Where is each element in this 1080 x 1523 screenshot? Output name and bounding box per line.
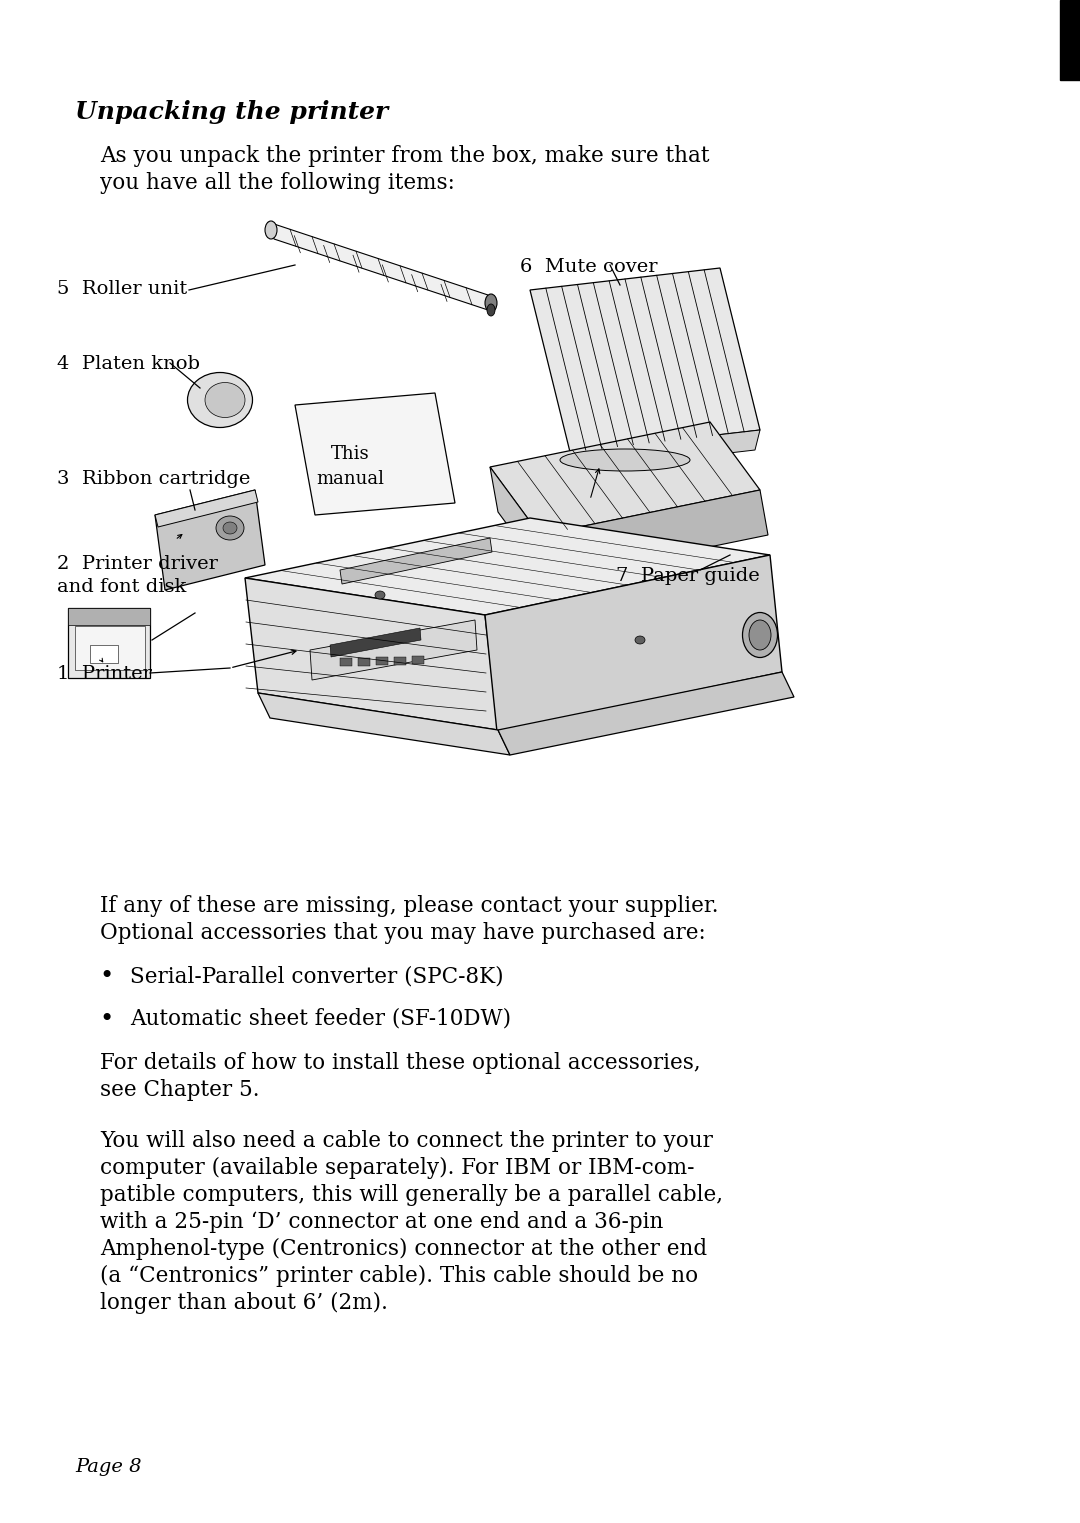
Bar <box>90 646 118 663</box>
Text: Page 8: Page 8 <box>75 1458 141 1476</box>
Bar <box>376 656 388 666</box>
Text: This
manual: This manual <box>316 445 384 487</box>
Ellipse shape <box>188 373 253 428</box>
Bar <box>357 658 370 666</box>
Text: You will also need a cable to connect the printer to your: You will also need a cable to connect th… <box>100 1130 713 1151</box>
Polygon shape <box>68 608 150 678</box>
Ellipse shape <box>561 449 690 471</box>
Text: 1  Printer: 1 Printer <box>57 666 152 682</box>
Text: 6  Mute cover: 6 Mute cover <box>519 257 658 276</box>
Polygon shape <box>156 490 258 527</box>
Text: •: • <box>99 966 113 988</box>
Ellipse shape <box>485 294 497 312</box>
Polygon shape <box>490 468 548 580</box>
Ellipse shape <box>487 305 495 315</box>
Ellipse shape <box>635 637 645 644</box>
Ellipse shape <box>743 612 778 658</box>
Polygon shape <box>156 490 265 589</box>
Text: •: • <box>99 1008 113 1031</box>
Polygon shape <box>245 579 498 730</box>
Polygon shape <box>75 626 145 670</box>
Text: Unpacking the printer: Unpacking the printer <box>75 101 388 123</box>
Polygon shape <box>490 422 760 535</box>
Ellipse shape <box>375 591 384 599</box>
Text: If any of these are missing, please contact your supplier.: If any of these are missing, please cont… <box>100 896 718 917</box>
Text: computer (available separately). For IBM or IBM-com-: computer (available separately). For IBM… <box>100 1157 694 1179</box>
Polygon shape <box>498 672 794 755</box>
Text: Amphenol-type (Centronics) connector at the other end: Amphenol-type (Centronics) connector at … <box>100 1238 707 1260</box>
Text: patible computers, this will generally be a parallel cable,: patible computers, this will generally b… <box>100 1183 723 1206</box>
Bar <box>411 656 424 664</box>
Text: and font disk: and font disk <box>57 579 187 595</box>
Polygon shape <box>268 222 494 312</box>
Polygon shape <box>330 627 421 656</box>
Text: Optional accessories that you may have purchased are:: Optional accessories that you may have p… <box>100 921 705 944</box>
Text: 4  Platen knob: 4 Platen knob <box>57 355 200 373</box>
Text: Serial-Parallel converter (SPC-8K): Serial-Parallel converter (SPC-8K) <box>130 966 503 987</box>
Ellipse shape <box>222 522 237 535</box>
Text: For details of how to install these optional accessories,: For details of how to install these opti… <box>100 1052 701 1074</box>
Text: 2  Printer driver: 2 Printer driver <box>57 554 218 573</box>
Text: Automatic sheet feeder (SF-10DW): Automatic sheet feeder (SF-10DW) <box>130 1008 511 1030</box>
Polygon shape <box>310 620 477 679</box>
Text: As you unpack the printer from the box, make sure that: As you unpack the printer from the box, … <box>100 145 710 168</box>
Ellipse shape <box>205 382 245 417</box>
Text: (a “Centronics” printer cable). This cable should be no: (a “Centronics” printer cable). This cab… <box>100 1266 698 1287</box>
Text: 5  Roller unit: 5 Roller unit <box>57 280 187 299</box>
Polygon shape <box>485 554 782 733</box>
Polygon shape <box>245 518 770 615</box>
Ellipse shape <box>216 516 244 541</box>
Text: 3  Ribbon cartridge: 3 Ribbon cartridge <box>57 471 251 487</box>
Polygon shape <box>540 490 768 580</box>
Polygon shape <box>530 268 760 452</box>
Polygon shape <box>340 538 492 583</box>
Text: 7  Paper guide: 7 Paper guide <box>616 567 759 585</box>
Ellipse shape <box>750 620 771 650</box>
Ellipse shape <box>265 221 276 239</box>
Bar <box>340 658 352 666</box>
Polygon shape <box>258 693 510 755</box>
Polygon shape <box>295 393 455 515</box>
Polygon shape <box>565 429 760 472</box>
Bar <box>394 656 406 664</box>
Text: longer than about 6’ (2m).: longer than about 6’ (2m). <box>100 1292 388 1314</box>
Text: see Chapter 5.: see Chapter 5. <box>100 1078 259 1101</box>
Polygon shape <box>68 608 150 624</box>
Text: you have all the following items:: you have all the following items: <box>100 172 455 193</box>
Bar <box>1059 0 1080 81</box>
Text: with a 25-pin ‘D’ connector at one end and a 36-pin: with a 25-pin ‘D’ connector at one end a… <box>100 1211 663 1234</box>
